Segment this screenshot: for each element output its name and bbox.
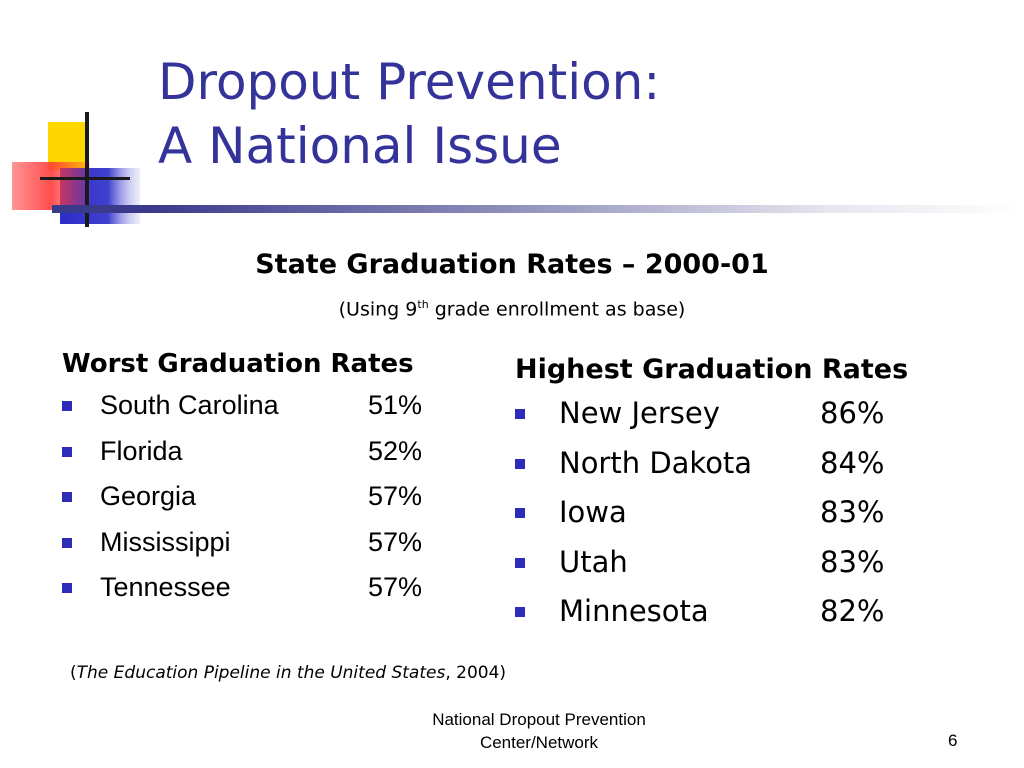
slide-title-line-1: Dropout Prevention: (158, 53, 661, 111)
list-item: Florida 52% (62, 429, 482, 475)
worst-rates-header: Worst Graduation Rates (62, 349, 414, 379)
graduation-rate: 84% (820, 445, 885, 480)
square-bullet-icon (515, 458, 525, 469)
state-name: Utah (559, 544, 628, 579)
highest-rates-column: Highest Graduation Rates New Jersey 86% N… (515, 351, 975, 637)
state-name: North Dakota (559, 445, 753, 480)
state-name: Minnesota (559, 594, 709, 628)
deco-horizontal-line (40, 177, 130, 180)
deco-red-square (12, 162, 90, 210)
base-note-suffix: grade enrollment as base) (428, 298, 686, 321)
source-title: The Education Pipeline in the United Sta… (76, 663, 446, 683)
square-bullet-icon (515, 508, 525, 518)
list-item: Mississippi 57% (62, 520, 482, 566)
title-underline-rule (52, 205, 1024, 213)
graduation-rate: 52% (368, 435, 423, 466)
base-note: (Using 9th grade enrollment as base) (0, 298, 1024, 320)
square-bullet-icon (62, 583, 72, 593)
square-bullet-icon (62, 446, 72, 457)
highest-rates-header: Highest Graduation Rates (515, 354, 909, 385)
list-item: North Dakota 84% (515, 439, 975, 489)
list-item: Utah 83% (515, 538, 975, 588)
worst-rates-column: Worst Graduation Rates South Carolina 51%… (62, 345, 482, 611)
list-item: Iowa 83% (515, 488, 975, 538)
square-bullet-icon (515, 557, 525, 568)
source-citation: (The Education Pipeline in the United St… (70, 663, 506, 683)
state-name: Florida (100, 435, 183, 466)
source-year: , 2004) (445, 663, 507, 683)
graduation-rate: 57% (368, 526, 423, 557)
graduation-rate: 83% (820, 495, 885, 529)
list-item: South Carolina 51% (62, 383, 482, 429)
graduation-rate: 57% (368, 572, 423, 602)
state-name: Iowa (559, 495, 627, 529)
slide-title: Dropout Prevention: A National Issue (158, 50, 660, 178)
state-name: Tennessee (100, 572, 231, 602)
base-note-prefix: (Using 9 (338, 298, 418, 321)
title-decoration-graphic (12, 112, 140, 227)
footer-line-1: National Dropout Prevention (432, 710, 646, 729)
graduation-rate: 57% (368, 481, 423, 511)
deco-vertical-line (85, 112, 89, 227)
list-item: New Jersey 86% (515, 389, 975, 439)
list-item: Tennessee 57% (62, 565, 482, 611)
square-bullet-icon (515, 607, 525, 617)
square-bullet-icon (515, 409, 525, 419)
base-note-superscript: th (417, 298, 429, 311)
square-bullet-icon (62, 537, 72, 548)
graduation-rate: 86% (820, 396, 885, 430)
table-heading: State Graduation Rates – 2000-01 (255, 249, 769, 280)
footer-line-2: Center/Network (479, 733, 599, 752)
slide-title-line-2: A National Issue (158, 117, 562, 175)
state-name: Georgia (100, 481, 197, 511)
state-name: New Jersey (559, 396, 720, 430)
square-bullet-icon (62, 492, 72, 502)
state-name: Mississippi (100, 526, 231, 557)
list-item: Georgia 57% (62, 474, 482, 520)
highest-rates-list: New Jersey 86% North Dakota 84% Iowa 83% Ut… (515, 389, 975, 637)
graduation-rate: 51% (368, 390, 423, 420)
slide-number: 6 (948, 731, 958, 750)
slide-footer: National Dropout Prevention Center/Netwo… (404, 708, 674, 754)
graduation-rate: 83% (820, 544, 885, 579)
state-name: South Carolina (100, 390, 279, 420)
worst-rates-list: South Carolina 51% Florida 52% Georgia 57% … (62, 383, 482, 611)
graduation-rate: 82% (820, 594, 885, 628)
source-open-paren: ( (70, 663, 77, 683)
list-item: Minnesota 82% (515, 587, 975, 637)
square-bullet-icon (62, 401, 72, 411)
